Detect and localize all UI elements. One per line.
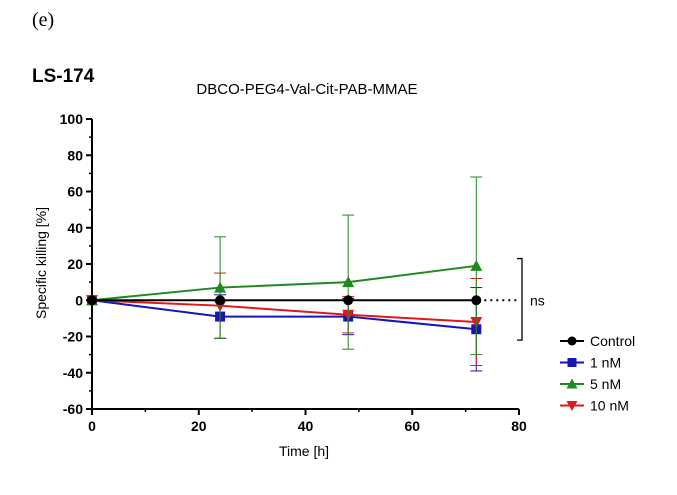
- legend-marker: [567, 336, 577, 346]
- legend-label: 5 nM: [590, 376, 621, 392]
- x-tick-label: 60: [404, 418, 420, 434]
- y-tick-label: -20: [63, 329, 83, 345]
- y-axis-label: Specific killing [%]: [33, 207, 49, 319]
- series-line: [91, 264, 477, 302]
- y-tick-label: 0: [75, 292, 83, 308]
- tick-labels: -60 -40 -20 0 20 40 60 80 100 0 20 40 60 80: [60, 111, 527, 434]
- series-line: [91, 299, 477, 331]
- legend-item: 10 nM: [560, 398, 629, 414]
- series-control: [87, 295, 482, 306]
- panel-label: (e): [32, 9, 54, 31]
- data-point: [87, 295, 97, 306]
- legend-item: Control: [560, 333, 635, 349]
- data-point: [215, 295, 226, 306]
- significance-annotation: ns: [484, 257, 545, 341]
- series-10-nm: [86, 272, 483, 366]
- significance-bracket: [517, 257, 523, 341]
- legend: Control 1 nM 5 nM 10 nM: [560, 333, 635, 414]
- legend-label: Control: [590, 333, 635, 349]
- y-tick-label: 40: [67, 220, 83, 236]
- series-line: [91, 299, 477, 323]
- data-point: [471, 295, 482, 306]
- y-tick-label: 20: [67, 256, 83, 272]
- y-tick-label: -60: [63, 401, 83, 417]
- chart-title: DBCO-PEG4-Val-Cit-PAB-MMAE: [196, 81, 417, 98]
- x-tick-label: 80: [511, 418, 527, 434]
- legend-marker: [566, 378, 578, 389]
- significance-label: ns: [530, 292, 545, 308]
- plot-area: [86, 176, 483, 372]
- data-point: [342, 276, 355, 288]
- legend-marker: [567, 358, 577, 367]
- legend-marker: [566, 401, 578, 411]
- data-point: [214, 281, 227, 293]
- x-tick-label: 40: [298, 418, 314, 434]
- y-tick-label: -40: [63, 365, 83, 381]
- x-tick-label: 0: [88, 418, 96, 434]
- series-5-nm: [86, 176, 483, 356]
- x-tick-label: 20: [191, 418, 207, 434]
- data-point: [470, 259, 483, 271]
- data-point: [343, 295, 354, 306]
- legend-item: 1 nM: [560, 355, 621, 371]
- legend-label: 1 nM: [590, 355, 621, 371]
- tick-marks: [86, 118, 520, 415]
- legend-item: 5 nM: [560, 376, 621, 392]
- cell-line-label: LS-174: [32, 66, 95, 87]
- y-tick-label: 100: [60, 111, 84, 127]
- y-tick-label: 60: [67, 184, 83, 200]
- y-tick-label: 80: [67, 147, 83, 163]
- legend-label: 10 nM: [590, 398, 629, 414]
- axes: -60 -40 -20 0 20 40 60 80 100 0 20 40 60 80: [60, 111, 527, 434]
- x-axis-label: Time [h]: [279, 443, 329, 459]
